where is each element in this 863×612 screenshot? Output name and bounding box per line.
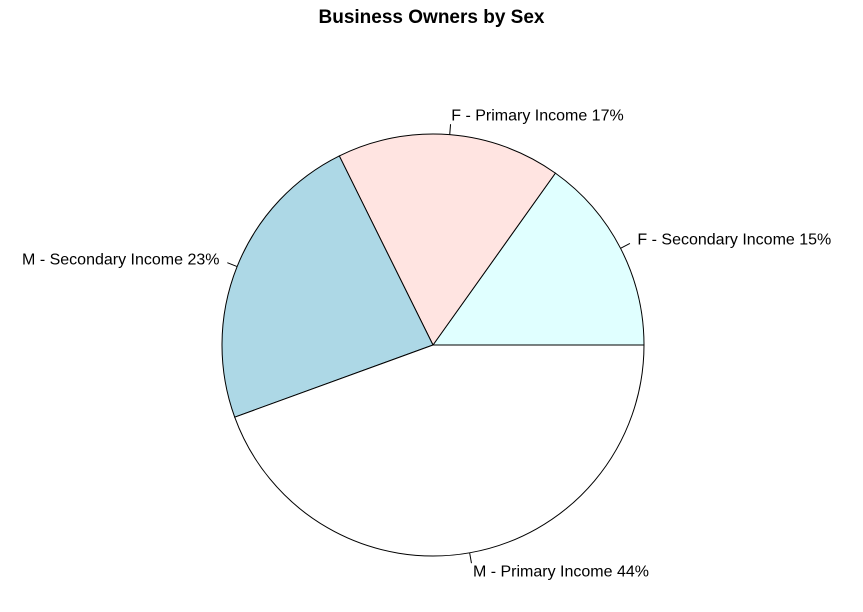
- pie-label-tick-1: [620, 243, 631, 249]
- pie-label-tick-2: [449, 124, 452, 135]
- pie-slice-label-4: M - Primary Income 44%: [473, 564, 649, 581]
- pie-slice-2: [338, 133, 557, 346]
- pie-slice-label-1: F - Secondary Income 15%: [637, 232, 831, 249]
- chart-title: Business Owners by Sex: [318, 7, 545, 28]
- pie-labels: F - Secondary Income 15% F - Primary Inco…: [22, 108, 831, 581]
- pie-slice-4: [234, 344, 645, 557]
- pie-label-tick-3: [227, 262, 238, 268]
- pie-slice-3: [221, 155, 434, 418]
- pie-slice-label-3: M - Secondary Income 23%: [22, 252, 219, 269]
- pie-label-tick-4: [469, 552, 472, 564]
- pie-slices: [221, 133, 645, 557]
- pie-slice-label-2: F - Primary Income 17%: [451, 108, 623, 125]
- pie-slice-1: [432, 172, 645, 346]
